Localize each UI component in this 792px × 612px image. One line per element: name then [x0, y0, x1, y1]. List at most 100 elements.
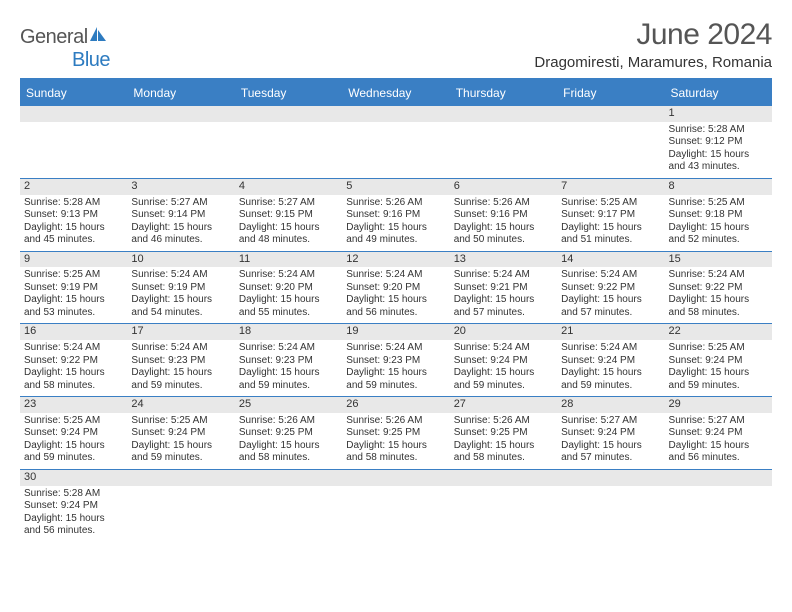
day-content: Sunrise: 5:24 AMSunset: 9:19 PMDaylight:…: [127, 267, 234, 323]
day-content: Sunrise: 5:25 AMSunset: 9:17 PMDaylight:…: [557, 195, 664, 251]
day-content: Sunrise: 5:24 AMSunset: 9:20 PMDaylight:…: [342, 267, 449, 323]
sunrise-text: Sunrise: 5:26 AM: [346, 197, 445, 210]
day-number: 21: [557, 324, 664, 340]
day-number: 1: [665, 106, 772, 122]
logo-text-right: Blue: [72, 49, 110, 71]
day-header-sunday: Sunday: [20, 80, 127, 106]
day-cell: 26Sunrise: 5:26 AMSunset: 9:25 PMDayligh…: [342, 397, 449, 469]
day-header-wednesday: Wednesday: [342, 80, 449, 106]
day-cell: 14Sunrise: 5:24 AMSunset: 9:22 PMDayligh…: [557, 252, 664, 324]
daylight-text: Daylight: 15 hours and 55 minutes.: [239, 294, 338, 319]
daylight-text: Daylight: 15 hours and 54 minutes.: [131, 294, 230, 319]
sunrise-text: Sunrise: 5:24 AM: [561, 342, 660, 355]
day-number: 6: [450, 179, 557, 195]
daylight-text: Daylight: 15 hours and 53 minutes.: [24, 294, 123, 319]
day-number: 29: [665, 397, 772, 413]
day-number: [557, 470, 664, 486]
day-number: 19: [342, 324, 449, 340]
day-header-row: Sunday Monday Tuesday Wednesday Thursday…: [20, 80, 772, 106]
daylight-text: Daylight: 15 hours and 57 minutes.: [454, 294, 553, 319]
day-cell: 22Sunrise: 5:25 AMSunset: 9:24 PMDayligh…: [665, 324, 772, 396]
sunset-text: Sunset: 9:25 PM: [239, 427, 338, 440]
logo-text-left: General: [20, 26, 88, 48]
day-content: Sunrise: 5:24 AMSunset: 9:22 PMDaylight:…: [665, 267, 772, 323]
day-cell: 1Sunrise: 5:28 AMSunset: 9:12 PMDaylight…: [665, 106, 772, 178]
day-content: Sunrise: 5:27 AMSunset: 9:24 PMDaylight:…: [665, 413, 772, 469]
day-number: 2: [20, 179, 127, 195]
sunset-text: Sunset: 9:15 PM: [239, 209, 338, 222]
day-cell: [557, 470, 664, 542]
day-number: 26: [342, 397, 449, 413]
daylight-text: Daylight: 15 hours and 45 minutes.: [24, 222, 123, 247]
sunrise-text: Sunrise: 5:27 AM: [561, 415, 660, 428]
sunrise-text: Sunrise: 5:24 AM: [239, 342, 338, 355]
sunrise-text: Sunrise: 5:24 AM: [346, 269, 445, 282]
day-cell: 30Sunrise: 5:28 AMSunset: 9:24 PMDayligh…: [20, 470, 127, 542]
daylight-text: Daylight: 15 hours and 58 minutes.: [346, 440, 445, 465]
daylight-text: Daylight: 15 hours and 58 minutes.: [669, 294, 768, 319]
day-content: Sunrise: 5:28 AMSunset: 9:12 PMDaylight:…: [665, 122, 772, 178]
day-cell: 12Sunrise: 5:24 AMSunset: 9:20 PMDayligh…: [342, 252, 449, 324]
sunset-text: Sunset: 9:24 PM: [24, 500, 123, 513]
calendar: Sunday Monday Tuesday Wednesday Thursday…: [20, 78, 772, 542]
daylight-text: Daylight: 15 hours and 59 minutes.: [346, 367, 445, 392]
sunset-text: Sunset: 9:21 PM: [454, 282, 553, 295]
sunset-text: Sunset: 9:22 PM: [24, 355, 123, 368]
sunset-text: Sunset: 9:24 PM: [24, 427, 123, 440]
day-cell: [450, 470, 557, 542]
sunrise-text: Sunrise: 5:25 AM: [131, 415, 230, 428]
sunset-text: Sunset: 9:19 PM: [131, 282, 230, 295]
week-row: 1Sunrise: 5:28 AMSunset: 9:12 PMDaylight…: [20, 106, 772, 179]
day-number: [127, 106, 234, 122]
day-number: [665, 470, 772, 486]
daylight-text: Daylight: 15 hours and 49 minutes.: [346, 222, 445, 247]
day-number: 27: [450, 397, 557, 413]
day-content: Sunrise: 5:26 AMSunset: 9:25 PMDaylight:…: [342, 413, 449, 469]
title-block: June 2024 Dragomiresti, Maramures, Roman…: [534, 18, 772, 71]
daylight-text: Daylight: 15 hours and 57 minutes.: [561, 440, 660, 465]
day-cell: 8Sunrise: 5:25 AMSunset: 9:18 PMDaylight…: [665, 179, 772, 251]
sunset-text: Sunset: 9:24 PM: [561, 427, 660, 440]
sunrise-text: Sunrise: 5:25 AM: [24, 415, 123, 428]
day-number: 3: [127, 179, 234, 195]
daylight-text: Daylight: 15 hours and 59 minutes.: [561, 367, 660, 392]
sunset-text: Sunset: 9:20 PM: [346, 282, 445, 295]
location-text: Dragomiresti, Maramures, Romania: [534, 54, 772, 71]
daylight-text: Daylight: 15 hours and 59 minutes.: [454, 367, 553, 392]
day-number: 7: [557, 179, 664, 195]
daylight-text: Daylight: 15 hours and 59 minutes.: [239, 367, 338, 392]
weeks-container: 1Sunrise: 5:28 AMSunset: 9:12 PMDaylight…: [20, 106, 772, 542]
day-content: Sunrise: 5:24 AMSunset: 9:23 PMDaylight:…: [127, 340, 234, 396]
day-cell: 6Sunrise: 5:26 AMSunset: 9:16 PMDaylight…: [450, 179, 557, 251]
day-cell: 10Sunrise: 5:24 AMSunset: 9:19 PMDayligh…: [127, 252, 234, 324]
day-content: Sunrise: 5:25 AMSunset: 9:24 PMDaylight:…: [127, 413, 234, 469]
sunset-text: Sunset: 9:16 PM: [454, 209, 553, 222]
sunset-text: Sunset: 9:13 PM: [24, 209, 123, 222]
day-cell: 5Sunrise: 5:26 AMSunset: 9:16 PMDaylight…: [342, 179, 449, 251]
day-header-monday: Monday: [127, 80, 234, 106]
day-content: Sunrise: 5:25 AMSunset: 9:18 PMDaylight:…: [665, 195, 772, 251]
week-row: 9Sunrise: 5:25 AMSunset: 9:19 PMDaylight…: [20, 252, 772, 325]
sunset-text: Sunset: 9:25 PM: [454, 427, 553, 440]
sunrise-text: Sunrise: 5:26 AM: [454, 415, 553, 428]
day-number: 20: [450, 324, 557, 340]
day-number: [450, 470, 557, 486]
day-content: Sunrise: 5:24 AMSunset: 9:24 PMDaylight:…: [450, 340, 557, 396]
daylight-text: Daylight: 15 hours and 59 minutes.: [131, 440, 230, 465]
sunset-text: Sunset: 9:17 PM: [561, 209, 660, 222]
day-number: [235, 106, 342, 122]
logo: GeneralBlue: [20, 26, 110, 72]
day-number: [342, 470, 449, 486]
sunset-text: Sunset: 9:23 PM: [131, 355, 230, 368]
day-content: Sunrise: 5:24 AMSunset: 9:22 PMDaylight:…: [557, 267, 664, 323]
day-number: 25: [235, 397, 342, 413]
logo-text: GeneralBlue: [20, 26, 110, 72]
day-cell: [235, 470, 342, 542]
day-content: Sunrise: 5:24 AMSunset: 9:22 PMDaylight:…: [20, 340, 127, 396]
daylight-text: Daylight: 15 hours and 46 minutes.: [131, 222, 230, 247]
day-content: Sunrise: 5:26 AMSunset: 9:16 PMDaylight:…: [342, 195, 449, 251]
day-cell: 11Sunrise: 5:24 AMSunset: 9:20 PMDayligh…: [235, 252, 342, 324]
day-number: 18: [235, 324, 342, 340]
day-content: Sunrise: 5:28 AMSunset: 9:13 PMDaylight:…: [20, 195, 127, 251]
sunrise-text: Sunrise: 5:24 AM: [454, 269, 553, 282]
